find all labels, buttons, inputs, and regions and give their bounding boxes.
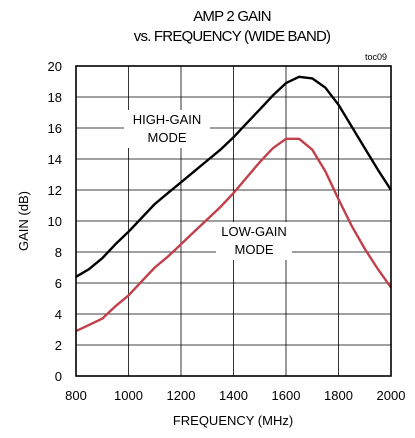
x-tick-label: 1600 bbox=[272, 388, 301, 403]
y-tick-label: 10 bbox=[48, 214, 62, 229]
plot-frame bbox=[75, 65, 392, 377]
x-tick-label: 1800 bbox=[324, 388, 353, 403]
y-tick-label: 14 bbox=[48, 152, 62, 167]
high-gain-label-line-1: HIGH-GAIN bbox=[133, 112, 202, 127]
high-gain-label-line-2: MODE bbox=[148, 130, 187, 145]
y-tick-label: 16 bbox=[48, 121, 62, 136]
y-tick-label: 18 bbox=[48, 90, 62, 105]
x-tick-label: 800 bbox=[65, 388, 87, 403]
y-tick-label: 4 bbox=[55, 307, 62, 322]
y-tick-label: 6 bbox=[55, 276, 62, 291]
chart-id-note: toc09 bbox=[365, 52, 387, 62]
x-tick-label: 1400 bbox=[219, 388, 248, 403]
y-tick-label: 20 bbox=[48, 59, 62, 74]
y-tick-label: 8 bbox=[55, 245, 62, 260]
chart-title-line-2: vs. FREQUENCY (WIDE BAND) bbox=[134, 28, 331, 45]
high-gain-label-background bbox=[124, 110, 210, 148]
x-tick-label: 1200 bbox=[167, 388, 196, 403]
series-lines bbox=[75, 75, 393, 333]
tick-labels: 800 1000 1200 1400 1600 1800 2000 0 2 4 6 8 10 12 14 16… bbox=[48, 59, 406, 403]
low-gain-series-line bbox=[75, 137, 392, 333]
y-tick-label: 2 bbox=[55, 338, 62, 353]
y-axis-label: GAIN (dB) bbox=[16, 191, 31, 251]
low-gain-label-line-2: MODE bbox=[235, 242, 274, 257]
x-tick-label: 1000 bbox=[114, 388, 143, 403]
low-gain-label-background bbox=[216, 222, 292, 260]
chart-title-line-1: AMP 2 GAIN bbox=[193, 8, 271, 25]
high-gain-series-line bbox=[75, 75, 393, 278]
x-tick-label: 2000 bbox=[377, 388, 406, 403]
low-gain-label-line-1: LOW-GAIN bbox=[221, 224, 287, 239]
y-tick-label: 12 bbox=[48, 183, 62, 198]
grid bbox=[76, 66, 391, 376]
y-tick-label: 0 bbox=[55, 369, 62, 384]
x-axis-label: FREQUENCY (MHz) bbox=[173, 413, 293, 428]
